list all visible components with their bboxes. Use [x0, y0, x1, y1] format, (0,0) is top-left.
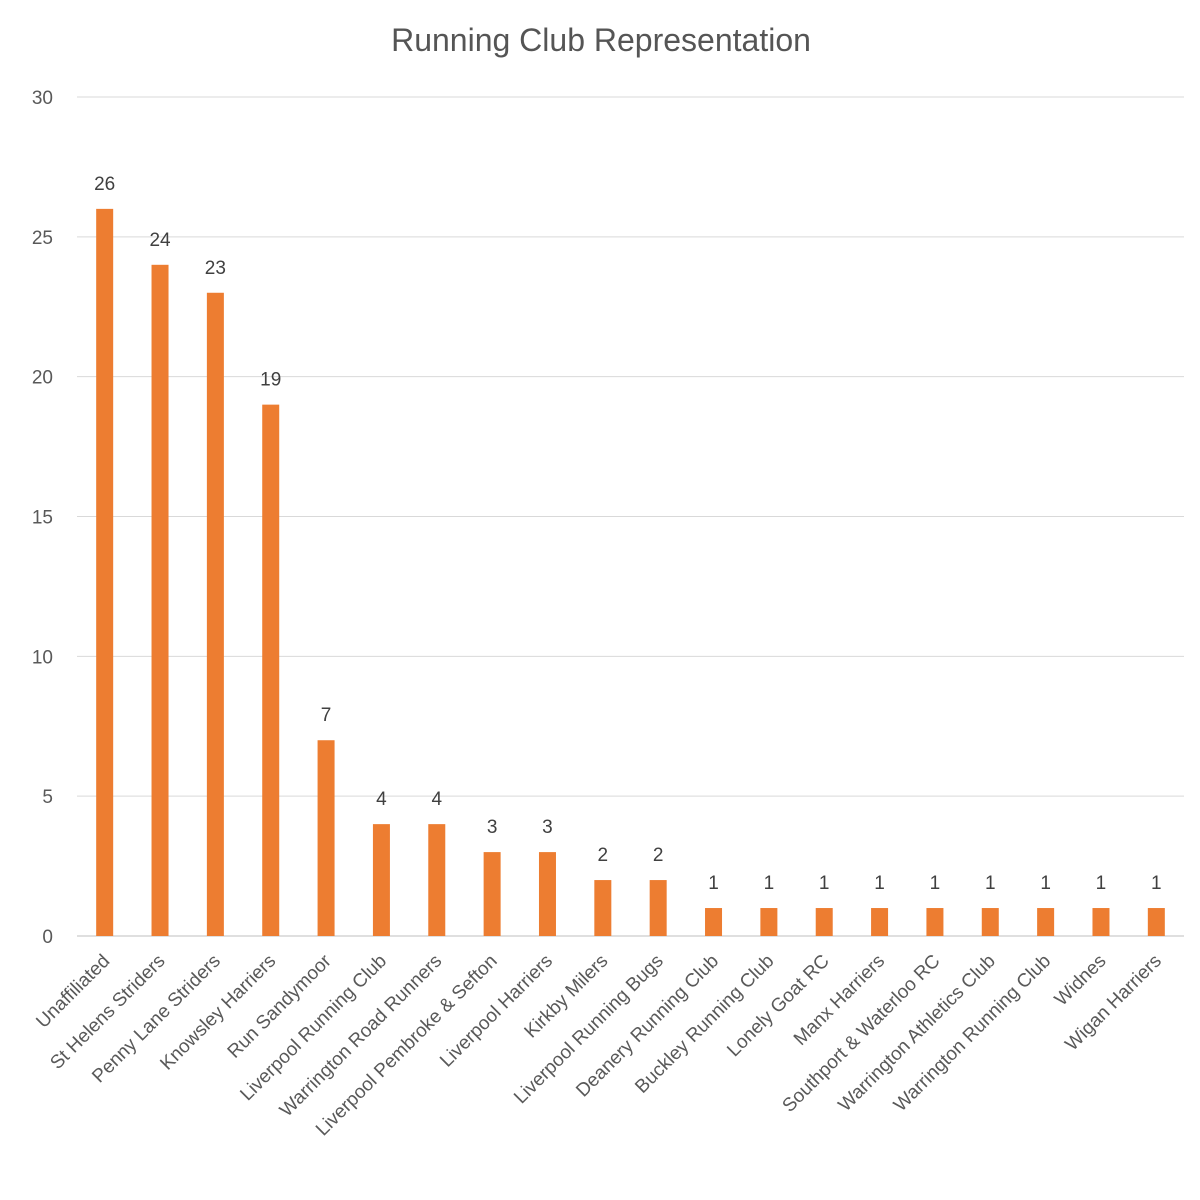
bar — [483, 852, 501, 936]
data-label: 23 — [205, 258, 226, 279]
data-label: 7 — [321, 705, 332, 726]
bar — [705, 908, 723, 936]
x-tick-label: Wigan Harriers — [1061, 951, 1165, 1055]
y-tick-label: 10 — [32, 647, 53, 668]
data-label: 1 — [764, 873, 775, 894]
data-label: 19 — [260, 370, 281, 391]
data-label: 1 — [708, 873, 719, 894]
y-axis-ticks: 0 5 10 15 20 25 30 — [32, 88, 53, 948]
bar — [428, 824, 446, 936]
bar — [649, 880, 667, 936]
bar — [1092, 908, 1110, 936]
bar — [151, 264, 169, 936]
data-label: 1 — [985, 873, 996, 894]
bar — [1037, 908, 1055, 936]
data-label: 2 — [598, 845, 609, 866]
bars — [96, 208, 1165, 937]
bar — [815, 908, 833, 936]
data-label: 3 — [487, 817, 498, 838]
bar — [594, 880, 612, 936]
bar — [1147, 908, 1165, 936]
data-label: 2 — [653, 845, 664, 866]
bar — [206, 292, 224, 936]
gridlines — [77, 96, 1184, 937]
y-tick-label: 5 — [42, 787, 53, 808]
data-label: 3 — [542, 817, 553, 838]
data-label: 4 — [431, 789, 442, 810]
data-label: 1 — [874, 873, 885, 894]
data-label: 1 — [930, 873, 941, 894]
y-tick-label: 25 — [32, 228, 53, 249]
y-tick-label: 0 — [42, 927, 53, 948]
bar — [96, 208, 114, 936]
bar — [262, 404, 280, 937]
y-tick-label: 30 — [32, 88, 53, 109]
bar — [926, 908, 944, 936]
bar — [760, 908, 778, 936]
y-tick-label: 20 — [32, 368, 53, 389]
data-label: 24 — [149, 230, 171, 251]
data-label: 1 — [1151, 873, 1162, 894]
data-labels: 26 24 23 19 7 4 4 3 3 2 2 1 1 1 1 1 1 1 1 1 — [94, 174, 1162, 894]
x-tick-label: Lonely Goat RC — [723, 951, 833, 1061]
chart-title: Running Club Representation — [391, 22, 811, 58]
bar — [871, 908, 889, 936]
data-label: 1 — [1040, 873, 1051, 894]
data-label: 1 — [1096, 873, 1107, 894]
bar — [538, 852, 556, 936]
data-label: 1 — [819, 873, 830, 894]
bar — [981, 908, 999, 936]
y-tick-label: 15 — [32, 508, 53, 529]
bar — [317, 740, 335, 936]
data-label: 26 — [94, 174, 115, 195]
bar — [372, 824, 390, 936]
data-label: 4 — [376, 789, 387, 810]
